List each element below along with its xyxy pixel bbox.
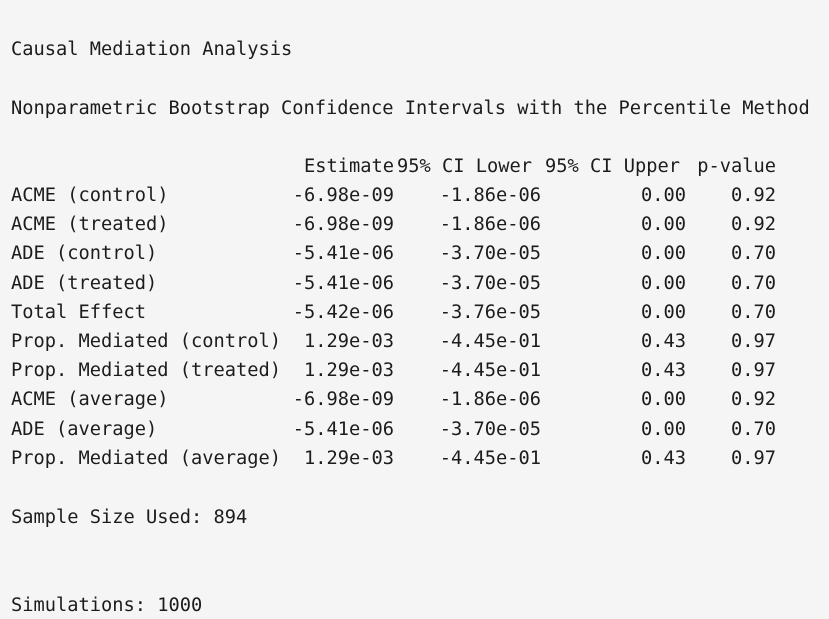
ci-lower-cell: -3.70e-05 bbox=[439, 418, 541, 440]
output-subtitle: Nonparametric Bootstrap Confidence Inter… bbox=[11, 98, 810, 119]
table-row: Prop. Mediated (average) 1.29e-03 -4.45e-0… bbox=[11, 448, 821, 470]
table-row: ACME (treated) -6.98e-09 -1.86e-06 0.00 0.92 bbox=[11, 214, 821, 236]
ci-upper-cell: 0.00 bbox=[640, 185, 686, 206]
ci-upper-cell: 0.00 bbox=[640, 389, 686, 411]
estimate-cell: -6.98e-09 bbox=[292, 214, 394, 236]
estimate-cell: -6.98e-09 bbox=[292, 185, 394, 206]
ci-upper-cell: 0.43 bbox=[640, 447, 686, 469]
row-label: Prop. Mediated (average) bbox=[11, 447, 282, 469]
p-value-cell: 0.70 bbox=[730, 272, 776, 294]
ci-lower-cell: -3.70e-05 bbox=[439, 272, 541, 294]
ci-lower-cell: -4.45e-01 bbox=[439, 331, 541, 352]
p-value-cell: 0.92 bbox=[730, 214, 776, 236]
sample-size-text: Sample Size Used: 894 bbox=[11, 507, 248, 528]
p-value-cell: 0.92 bbox=[730, 185, 776, 206]
table-row: Total Effect -5.42e-06 -3.76e-05 0.00 0.70 bbox=[11, 302, 821, 324]
ci-upper-cell: 0.43 bbox=[640, 331, 686, 352]
p-value-cell: 0.92 bbox=[730, 389, 776, 411]
table-row: ACME (average) -6.98e-09 -1.86e-06 0.00 0.92 bbox=[11, 389, 821, 411]
ci-lower-cell: -4.45e-01 bbox=[439, 360, 541, 382]
column-header-ci-lower: 95% CI Lower bbox=[396, 156, 532, 177]
ci-upper-cell: 0.00 bbox=[640, 418, 686, 440]
estimate-cell: 1.29e-03 bbox=[303, 360, 394, 382]
table-row: Prop. Mediated (treated) 1.29e-03 -4.45e-0… bbox=[11, 360, 821, 382]
ci-upper-cell: 0.00 bbox=[640, 214, 686, 236]
table-row: ACME (control) -6.98e-09 -1.86e-06 0.00 0.92 bbox=[11, 185, 821, 207]
p-value-cell: 0.97 bbox=[730, 331, 776, 352]
simulations-text: Simulations: 1000 bbox=[11, 595, 203, 616]
p-value-cell: 0.97 bbox=[730, 447, 776, 469]
row-label: ACME (average) bbox=[11, 389, 169, 411]
column-header-p-value: p-value bbox=[697, 156, 776, 177]
output-title: Causal Mediation Analysis bbox=[11, 39, 293, 60]
row-label: Prop. Mediated (control) bbox=[11, 331, 282, 352]
row-label: ACME (treated) bbox=[11, 214, 169, 236]
ci-lower-cell: -1.86e-06 bbox=[439, 185, 541, 206]
table-header: Estimate 95% CI Lower 95% CI Upper p-val… bbox=[11, 156, 821, 178]
row-label: ACME (control) bbox=[11, 185, 169, 206]
estimate-cell: -5.42e-06 bbox=[292, 301, 394, 323]
estimate-cell: 1.29e-03 bbox=[303, 447, 394, 469]
estimate-cell: -5.41e-06 bbox=[292, 418, 394, 440]
table-row: ADE (control) -5.41e-06 -3.70e-05 0.00 0.70 bbox=[11, 243, 821, 265]
estimate-cell: -5.41e-06 bbox=[292, 243, 394, 265]
row-label: ADE (average) bbox=[11, 418, 158, 440]
ci-upper-cell: 0.00 bbox=[640, 243, 686, 265]
row-label: Total Effect bbox=[11, 301, 147, 323]
row-label: Prop. Mediated (treated) bbox=[11, 360, 282, 382]
ci-lower-cell: -3.70e-05 bbox=[439, 243, 541, 265]
row-label: ADE (control) bbox=[11, 243, 158, 265]
p-value-cell: 0.70 bbox=[730, 418, 776, 440]
ci-lower-cell: -1.86e-06 bbox=[439, 389, 541, 411]
estimate-cell: -5.41e-06 bbox=[292, 272, 394, 294]
table-row: ADE (average) -5.41e-06 -3.70e-05 0.00 0.70 bbox=[11, 419, 821, 441]
p-value-cell: 0.70 bbox=[730, 243, 776, 265]
row-label: ADE (treated) bbox=[11, 272, 158, 294]
ci-upper-cell: 0.43 bbox=[640, 360, 686, 382]
p-value-cell: 0.97 bbox=[730, 360, 776, 382]
ci-lower-cell: -4.45e-01 bbox=[439, 447, 541, 469]
table-row: ADE (treated) -5.41e-06 -3.70e-05 0.00 0.70 bbox=[11, 273, 821, 295]
column-header-ci-upper: 95% CI Upper bbox=[544, 156, 680, 177]
ci-upper-cell: 0.00 bbox=[640, 272, 686, 294]
ci-lower-cell: -1.86e-06 bbox=[439, 214, 541, 236]
table-row: Prop. Mediated (control) 1.29e-03 -4.45e-0… bbox=[11, 331, 821, 353]
column-header-estimate: Estimate bbox=[303, 156, 394, 177]
estimate-cell: 1.29e-03 bbox=[303, 331, 394, 352]
p-value-cell: 0.70 bbox=[730, 301, 776, 323]
estimate-cell: -6.98e-09 bbox=[292, 389, 394, 411]
ci-lower-cell: -3.76e-05 bbox=[439, 301, 541, 323]
ci-upper-cell: 0.00 bbox=[640, 301, 686, 323]
